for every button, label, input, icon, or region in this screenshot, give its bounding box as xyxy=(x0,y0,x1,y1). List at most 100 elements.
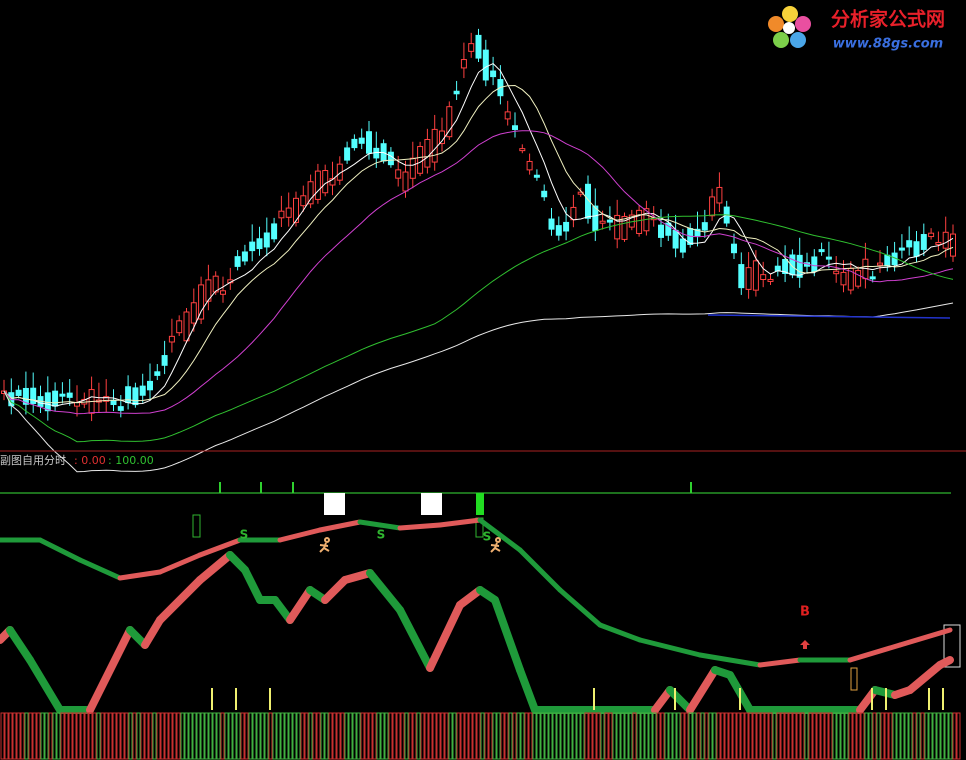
strip-bar xyxy=(940,712,945,760)
strip-bar xyxy=(36,712,41,760)
strip-bar xyxy=(756,712,761,760)
strip-bar xyxy=(368,712,373,760)
candle xyxy=(358,137,365,144)
strip-bar xyxy=(892,712,897,760)
candle xyxy=(679,238,686,253)
strip-bar xyxy=(472,712,477,760)
strip-bar xyxy=(312,712,317,760)
candle xyxy=(468,43,475,52)
strip-bar xyxy=(736,712,741,760)
indicator-segment xyxy=(477,517,523,553)
strip-bar xyxy=(444,712,449,760)
strip-bar xyxy=(216,712,221,760)
candle xyxy=(300,195,307,207)
strip-bar xyxy=(484,712,489,760)
arrow xyxy=(800,640,810,649)
strip-bar xyxy=(900,712,905,760)
candle xyxy=(950,233,956,257)
candle xyxy=(490,70,497,78)
strip-bar xyxy=(740,712,745,760)
strip-bar xyxy=(56,712,61,760)
strip-bar xyxy=(376,712,381,760)
indicator-segment xyxy=(516,666,539,714)
strip-bar xyxy=(16,712,21,760)
candle xyxy=(818,249,825,253)
candle xyxy=(884,254,891,267)
indicator-segment xyxy=(6,626,34,664)
strip-bar xyxy=(584,712,589,760)
candle xyxy=(614,214,621,240)
indicator-segment xyxy=(426,601,464,672)
signal: B xyxy=(800,605,810,620)
candle xyxy=(234,256,241,267)
candle xyxy=(898,247,905,251)
box xyxy=(943,624,961,668)
strip-bar xyxy=(52,712,57,760)
indicator-segment xyxy=(906,661,944,694)
strip-bar xyxy=(752,712,757,760)
strip-bar xyxy=(616,712,621,760)
candle xyxy=(249,241,256,252)
candle xyxy=(30,387,37,405)
candle xyxy=(278,210,285,219)
strip-bar xyxy=(116,712,121,760)
strip-bar xyxy=(0,712,5,760)
candle xyxy=(446,106,453,138)
strip-bar xyxy=(884,712,889,760)
strip-bar xyxy=(724,712,729,760)
strip-bar xyxy=(696,712,701,760)
candle xyxy=(541,190,548,198)
block xyxy=(421,493,442,515)
strip-bar xyxy=(896,712,901,760)
strip-bar xyxy=(660,712,665,760)
candle xyxy=(15,389,22,396)
block xyxy=(324,493,345,515)
candle xyxy=(424,139,431,168)
candle xyxy=(658,224,664,238)
petal xyxy=(790,32,806,48)
indicator-segment xyxy=(37,537,83,563)
candle xyxy=(271,223,278,240)
strip-bar xyxy=(132,712,137,760)
candle xyxy=(840,271,847,286)
strip-bar xyxy=(704,712,709,760)
strip-bar xyxy=(568,712,573,760)
strip-bar xyxy=(592,712,597,760)
candle xyxy=(417,146,424,174)
strip-bar xyxy=(840,712,845,760)
strip-bar xyxy=(580,712,585,760)
candle xyxy=(833,270,840,275)
strip-bar xyxy=(160,712,165,760)
indicator-segment xyxy=(686,666,719,714)
candle xyxy=(103,396,110,402)
strip-bar xyxy=(224,712,229,760)
indicator-segment xyxy=(26,656,64,714)
strip-bar xyxy=(800,712,805,760)
logo: 分析家公式网 www.88gs.com xyxy=(768,6,945,52)
strip-bar xyxy=(204,712,209,760)
strip-bar xyxy=(220,712,225,760)
strip-bar xyxy=(76,712,81,760)
strip-bar xyxy=(760,712,765,760)
indicator-segment xyxy=(197,537,243,558)
strip-bar xyxy=(628,712,633,760)
indicator-segment xyxy=(196,551,234,584)
runner-head xyxy=(495,537,501,543)
candle xyxy=(190,302,197,324)
candle xyxy=(716,186,723,204)
strip-bar xyxy=(428,712,433,760)
candle xyxy=(351,138,358,149)
strip-bar xyxy=(904,712,909,760)
candle xyxy=(767,278,774,282)
indicator-segment xyxy=(897,627,953,648)
strip-bar xyxy=(692,712,697,760)
strip-bar xyxy=(504,712,509,760)
strip-bar xyxy=(676,712,681,760)
strip-bar xyxy=(668,712,673,760)
signal: S xyxy=(483,530,492,544)
strip-bar xyxy=(92,712,97,760)
strip-bar xyxy=(468,712,473,760)
indicator-segment xyxy=(317,519,363,533)
candle xyxy=(760,274,767,280)
